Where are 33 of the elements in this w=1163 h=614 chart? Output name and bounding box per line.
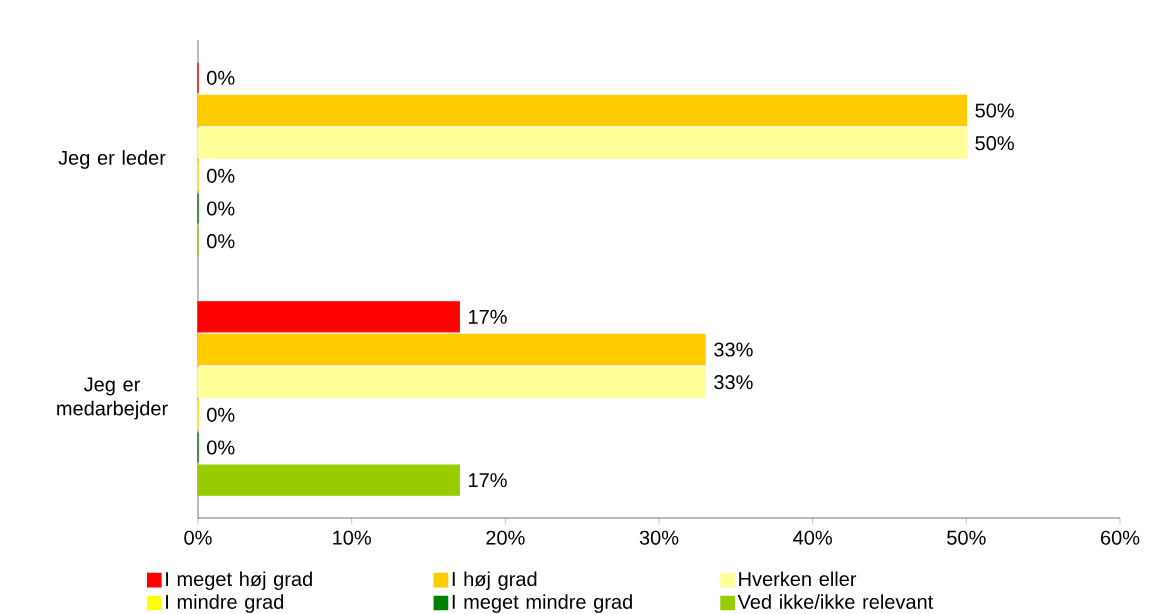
bar (197, 127, 968, 159)
data-label: 0% (207, 407, 235, 422)
data-label: 33% (714, 375, 753, 390)
legend-label: Hverken eller (739, 571, 857, 587)
bar (197, 464, 460, 496)
data-label: 17% (469, 473, 507, 488)
bar (197, 366, 706, 398)
y-tick-label: Jeg er medarbejder (57, 377, 168, 420)
x-tick-label: 10% (333, 530, 371, 545)
data-label: 0% (207, 234, 235, 249)
x-tick-label: 20% (486, 530, 525, 545)
x-tick-label: 50% (947, 530, 986, 545)
data-label: 0% (207, 70, 235, 85)
y-tick-label: Jeg er leder (58, 150, 166, 169)
legend-label: I meget høj grad (166, 571, 312, 591)
x-tick-label: 60% (1101, 530, 1140, 545)
data-label: 0% (207, 201, 235, 216)
data-label: 0% (207, 440, 235, 455)
data-label: 33% (714, 342, 753, 357)
data-label: 0% (207, 168, 235, 183)
x-tick-label: 30% (639, 530, 679, 545)
legend-label: I meget mindre grad (452, 594, 632, 613)
x-tick-label: 40% (793, 530, 832, 545)
data-label: 17% (469, 309, 507, 324)
data-label: 50% (975, 136, 1014, 151)
bar (197, 301, 460, 333)
legend-label: I mindre grad (166, 594, 284, 613)
bar (197, 94, 968, 127)
x-tick-label: 0% (184, 530, 212, 545)
legend-label: Ved ikke/ikke relevant (737, 594, 934, 609)
bar (197, 333, 706, 366)
legend-label: I høj grad (452, 571, 537, 591)
data-label: 50% (975, 103, 1014, 118)
